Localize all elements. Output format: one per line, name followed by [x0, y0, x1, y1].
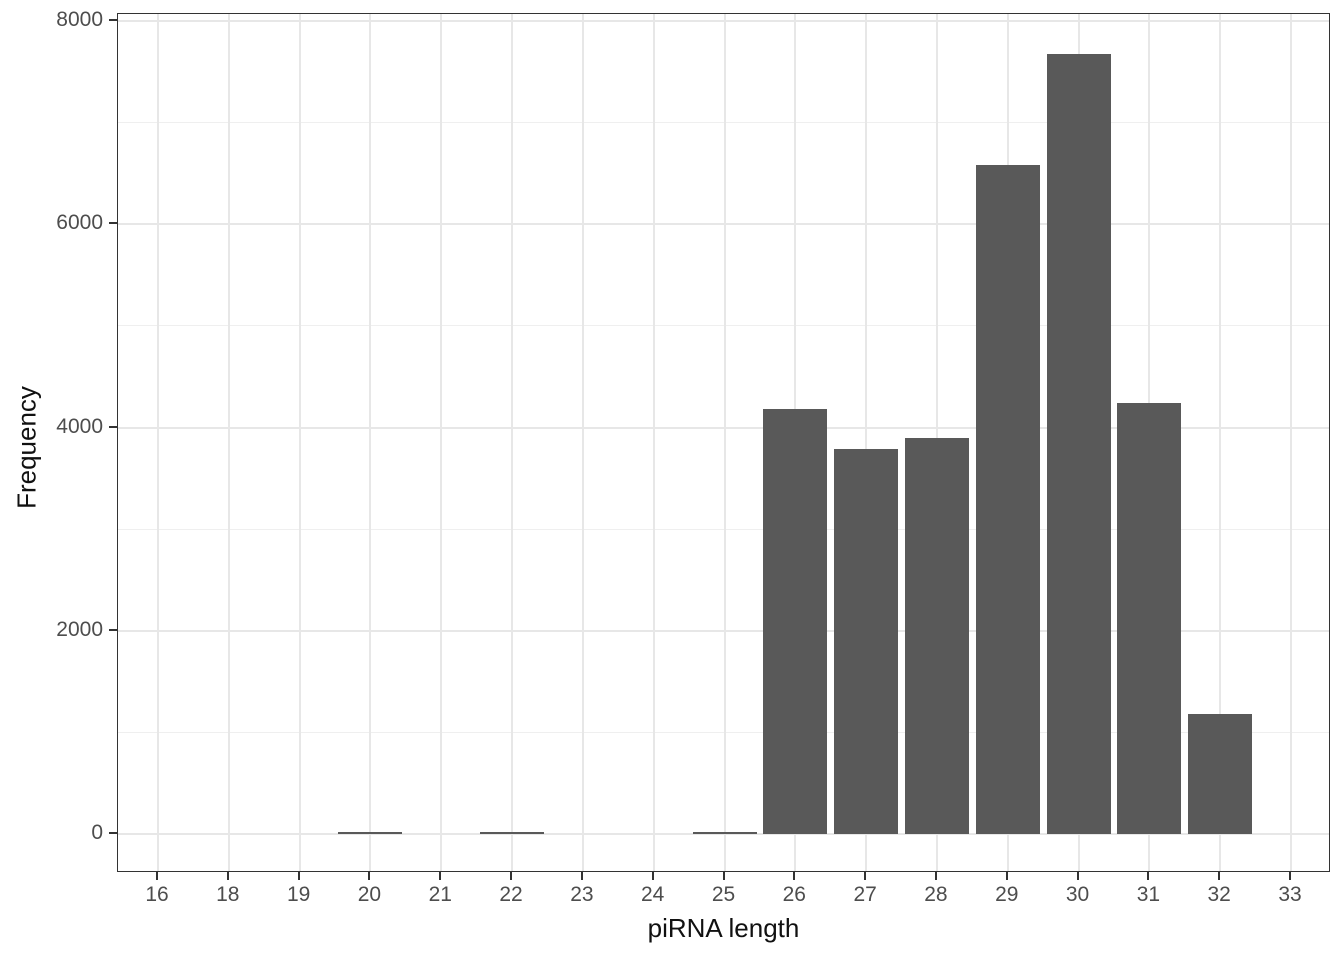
y-tick-mark: [109, 19, 117, 21]
y-tick-mark: [109, 628, 117, 631]
x-tick-mark: [368, 872, 371, 880]
x-tick-mark: [1289, 872, 1291, 880]
x-tick-mark: [297, 872, 300, 880]
x-tick-label: 19: [286, 883, 311, 906]
y-tick-label: 2000: [56, 617, 103, 641]
x-tick-mark: [864, 872, 867, 880]
bar-20: [338, 831, 403, 834]
x-tick-mark: [793, 872, 796, 880]
y-tick-mark: [109, 832, 117, 834]
y-axis-title: Frequency: [11, 386, 42, 509]
bar-31: [1117, 403, 1182, 834]
x-tick-label: 30: [1065, 883, 1090, 906]
x-tick-mark: [1005, 872, 1008, 880]
gridline-major-vertical: [298, 14, 301, 871]
x-tick-mark: [1218, 872, 1221, 880]
gridline-major-vertical: [1219, 14, 1222, 871]
x-tick-mark: [722, 872, 725, 880]
x-axis-title: piRNA length: [647, 913, 800, 943]
x-tick-label: 22: [499, 883, 523, 906]
gridline-major-vertical: [865, 14, 868, 871]
x-tick-label: 26: [782, 883, 806, 906]
x-tick-mark: [226, 872, 229, 880]
y-tick-label: 0: [91, 821, 103, 844]
y-tick-label: 4000: [56, 414, 103, 438]
gridline-major-vertical: [652, 14, 655, 871]
x-tick-label: 21: [428, 883, 452, 906]
gridline-major-vertical: [581, 14, 584, 871]
x-tick-label: 27: [853, 883, 877, 906]
gridline-major-vertical: [157, 14, 159, 871]
gridline-major-vertical: [369, 14, 372, 871]
bar-25: [692, 831, 757, 834]
y-tick-mark: [109, 425, 117, 428]
x-tick-label: 24: [641, 883, 665, 906]
y-tick-label: 8000: [56, 8, 103, 31]
bar-22: [480, 831, 545, 834]
bar-30: [1046, 54, 1111, 834]
x-tick-label: 32: [1207, 883, 1231, 906]
x-tick-mark: [1076, 872, 1079, 880]
x-tick-mark: [934, 872, 937, 880]
x-tick-mark: [1147, 872, 1150, 880]
bar-28: [904, 437, 969, 834]
gridline-major-vertical: [227, 14, 230, 871]
x-tick-mark: [580, 872, 583, 880]
x-tick-label: 18: [216, 883, 240, 906]
x-tick-mark: [510, 872, 513, 880]
bar-27: [834, 448, 899, 834]
x-tick-mark: [651, 872, 654, 880]
gridline-major-vertical: [1290, 14, 1292, 871]
x-tick-label: 29: [995, 883, 1019, 906]
x-tick-label: 31: [1136, 883, 1161, 906]
x-tick-label: 16: [145, 883, 169, 906]
x-tick-label: 25: [711, 883, 736, 906]
x-tick-label: 20: [357, 883, 382, 906]
plot-panel: [117, 13, 1330, 872]
y-tick-label: 6000: [56, 211, 103, 235]
bar-29: [975, 165, 1040, 834]
x-tick-mark: [439, 872, 442, 880]
x-tick-label: 33: [1278, 883, 1302, 906]
x-tick-label: 28: [924, 883, 948, 906]
bar-32: [1188, 714, 1253, 834]
gridline-major-vertical: [440, 14, 443, 871]
gridline-major-vertical: [723, 14, 726, 871]
x-tick-label: 23: [570, 883, 594, 906]
x-tick-mark: [156, 872, 158, 880]
gridline-major-vertical: [511, 14, 514, 871]
y-tick-mark: [109, 222, 117, 225]
bar-26: [763, 409, 828, 834]
